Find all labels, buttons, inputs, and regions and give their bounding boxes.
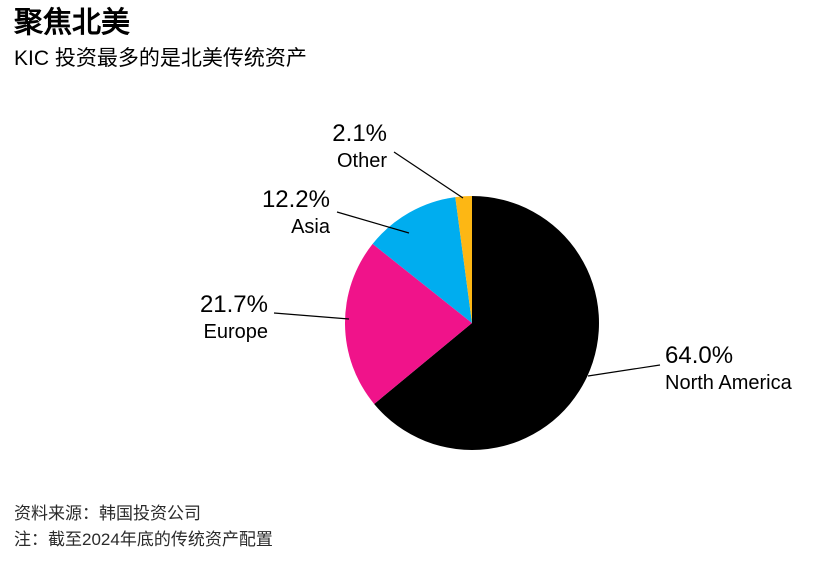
pie-slice-other: [455, 196, 472, 323]
pie-slice-europe: [345, 243, 472, 404]
callout-europe-label: Europe: [203, 321, 269, 343]
callout-asia-label: Asia: [291, 216, 330, 238]
pie-svg: [345, 196, 599, 450]
callout-north-america-label: North America: [665, 372, 792, 394]
callout-europe: 21.7% Europe: [200, 291, 268, 345]
leader-line-other: [393, 151, 464, 199]
callout-other-value: 2.1%: [332, 120, 387, 147]
callout-north-america: 64.0% North America: [665, 342, 792, 396]
callout-other: 2.1% Other: [332, 120, 387, 174]
date-note: 注：截至2024年底的传统资产配置: [14, 530, 273, 549]
pie-chart: [345, 196, 599, 450]
source-note: 资料来源：韩国投资公司: [14, 504, 201, 523]
callout-other-label: Other: [336, 150, 387, 172]
chart-title: 聚焦北美: [14, 7, 131, 39]
callout-north-america-value: 64.0%: [665, 342, 734, 369]
callout-asia-value: 12.2%: [261, 186, 330, 213]
leader-line-europe: [273, 312, 350, 320]
chart-subtitle: KIC 投资最多的是北美传统资产: [14, 47, 307, 70]
callout-europe-value: 21.7%: [199, 291, 268, 318]
callout-asia: 12.2% Asia: [262, 186, 330, 240]
pie-slice-north-america: [374, 196, 599, 450]
